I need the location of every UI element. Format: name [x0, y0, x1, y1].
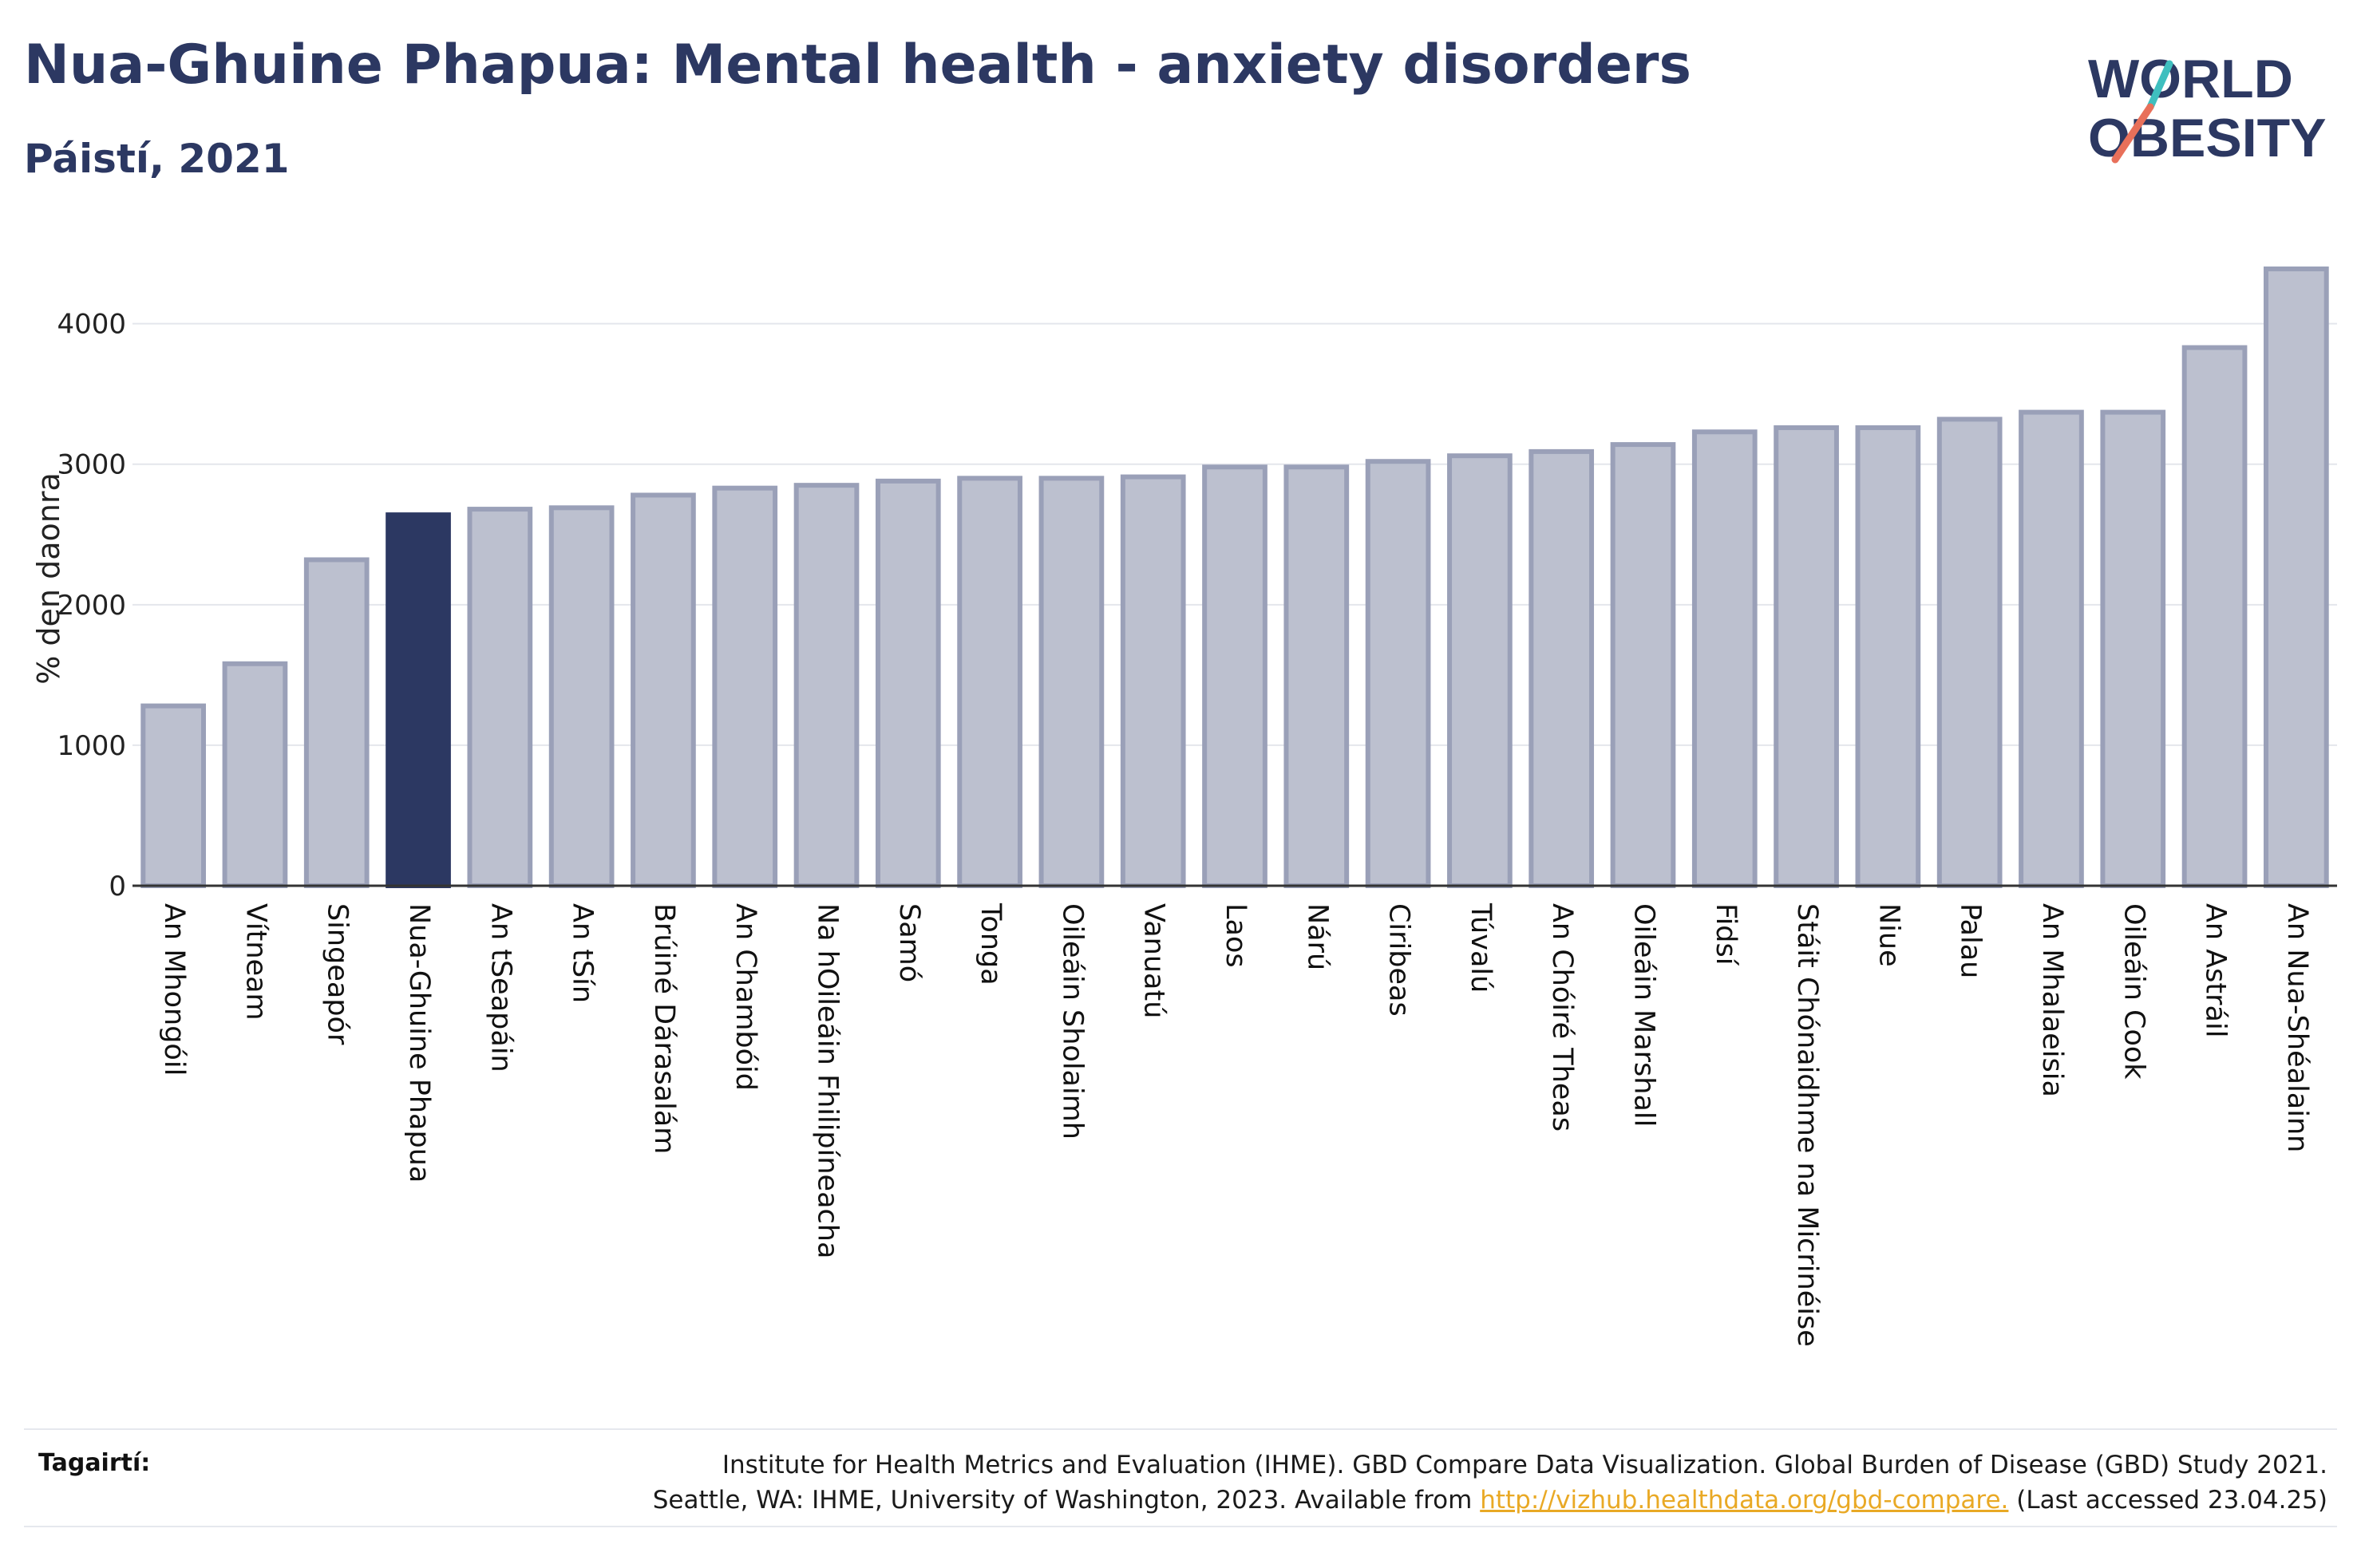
references-top-divider [24, 1428, 2337, 1430]
y-tick-label: 2000 [57, 590, 126, 622]
x-tick-label: Palau [1955, 903, 1987, 978]
bar [1120, 474, 1186, 888]
bar [1774, 425, 1839, 888]
y-axis-label: % den daonra [31, 472, 66, 685]
references-bottom-divider [24, 1526, 2337, 1527]
x-tick-label: Stáit Chónaidhme na Micrinéise [1791, 903, 1823, 1347]
bar [303, 557, 370, 888]
bar [1610, 442, 1676, 888]
bar [1529, 448, 1595, 888]
x-tick-label: Ciribeas [1383, 903, 1415, 1017]
x-tick-label: Singeapór [322, 903, 354, 1045]
bar [631, 492, 696, 888]
bar [2100, 409, 2166, 888]
x-tick-label: An tSeapáin [484, 903, 516, 1072]
bar [1936, 417, 2003, 888]
bar [875, 478, 941, 888]
bar [1691, 429, 1758, 888]
x-tick-label: Oileáin Cook [2118, 903, 2149, 1080]
x-tick-label: An tSín [567, 903, 599, 1003]
bar [548, 505, 615, 889]
x-tick-label: An Nua-Shéalainn [2281, 903, 2313, 1152]
x-tick-label: Nua-Ghuine Phapua [403, 903, 435, 1183]
x-tick-label: An Astráil [2200, 903, 2232, 1037]
reference-suffix: (Last accessed 23.04.25) [2016, 1486, 2327, 1515]
x-tick-label: An Mhalaeisia [2036, 903, 2068, 1097]
reference-link[interactable]: http://vizhub.healthdata.org/gbd-compare… [1480, 1486, 2009, 1515]
references-text: Institute for Health Metrics and Evaluat… [332, 1448, 2327, 1518]
bar [793, 483, 860, 888]
bar [1283, 464, 1350, 888]
tick-labels: 0 1000 2000 3000 4000 An Mhongóil Vítneam Singe… [31, 309, 2313, 1347]
reference-line-2: Seattle, WA: IHME, University of Washing… [332, 1483, 2327, 1518]
bar [140, 703, 206, 889]
bar [222, 661, 288, 888]
bar [1855, 425, 1921, 888]
x-tick-label: Brúiné Dárasalám [648, 903, 680, 1154]
x-tick-label: An Chóiré Theas [1546, 903, 1578, 1132]
y-tick-label: 1000 [57, 730, 126, 762]
x-tick-label: Oileáin Sholaimh [1056, 903, 1088, 1139]
x-tick-label: An Mhongóil [158, 903, 190, 1076]
bar [712, 485, 778, 888]
x-tick-label: Nárú [1301, 903, 1333, 970]
bar-chart: 0 1000 2000 3000 4000 An Mhongóil Vítneam Singe… [31, 266, 2337, 1347]
y-tick-label: 4000 [57, 309, 126, 341]
reference-prefix: Seattle, WA: IHME, University of Washing… [652, 1486, 1473, 1515]
x-tick-label: Tonga [975, 902, 1006, 985]
references-label: Tagairtí: [38, 1449, 151, 1477]
bar [2264, 266, 2329, 888]
x-tick-label: Niue [1873, 903, 1904, 967]
logo-slash-coral [2111, 103, 2154, 164]
x-tick-label: Fidsí [1710, 903, 1742, 966]
bar [1038, 476, 1105, 888]
x-tick-label: Vanuatú [1138, 903, 1170, 1018]
reference-line-1: Institute for Health Metrics and Evaluat… [722, 1451, 2327, 1479]
x-tick-label: Vítneam [239, 903, 271, 1021]
bar [1365, 459, 1431, 888]
x-tick-label: An Chambóid [730, 903, 761, 1091]
world-obesity-logo: WORLD OBESITY [2088, 49, 2327, 168]
bar-highlight [386, 512, 451, 888]
bar [467, 507, 533, 889]
x-tick-label: Na hOileáin Fhilipíneacha [812, 903, 844, 1258]
logo-line1: WORLD [2088, 49, 2293, 109]
bars [140, 266, 2329, 889]
y-tick-label: 3000 [57, 449, 126, 481]
x-tick-label: Samó [893, 903, 925, 982]
logo-slash-teal [2146, 60, 2173, 111]
bar [2019, 409, 2084, 888]
x-tick-label: Laos [1220, 903, 1252, 968]
bar [957, 476, 1022, 888]
x-tick-label: Túvalú [1465, 902, 1497, 993]
bar [1202, 464, 1268, 888]
page-title: Nua-Ghuine Phapua: Mental health - anxie… [24, 34, 1691, 97]
x-tick-label: Oileáin Marshall [1627, 903, 1659, 1127]
bar [1447, 453, 1513, 888]
y-tick-label: 0 [109, 871, 126, 902]
bar [2181, 345, 2248, 888]
page-subtitle: Páistí, 2021 [24, 136, 290, 182]
